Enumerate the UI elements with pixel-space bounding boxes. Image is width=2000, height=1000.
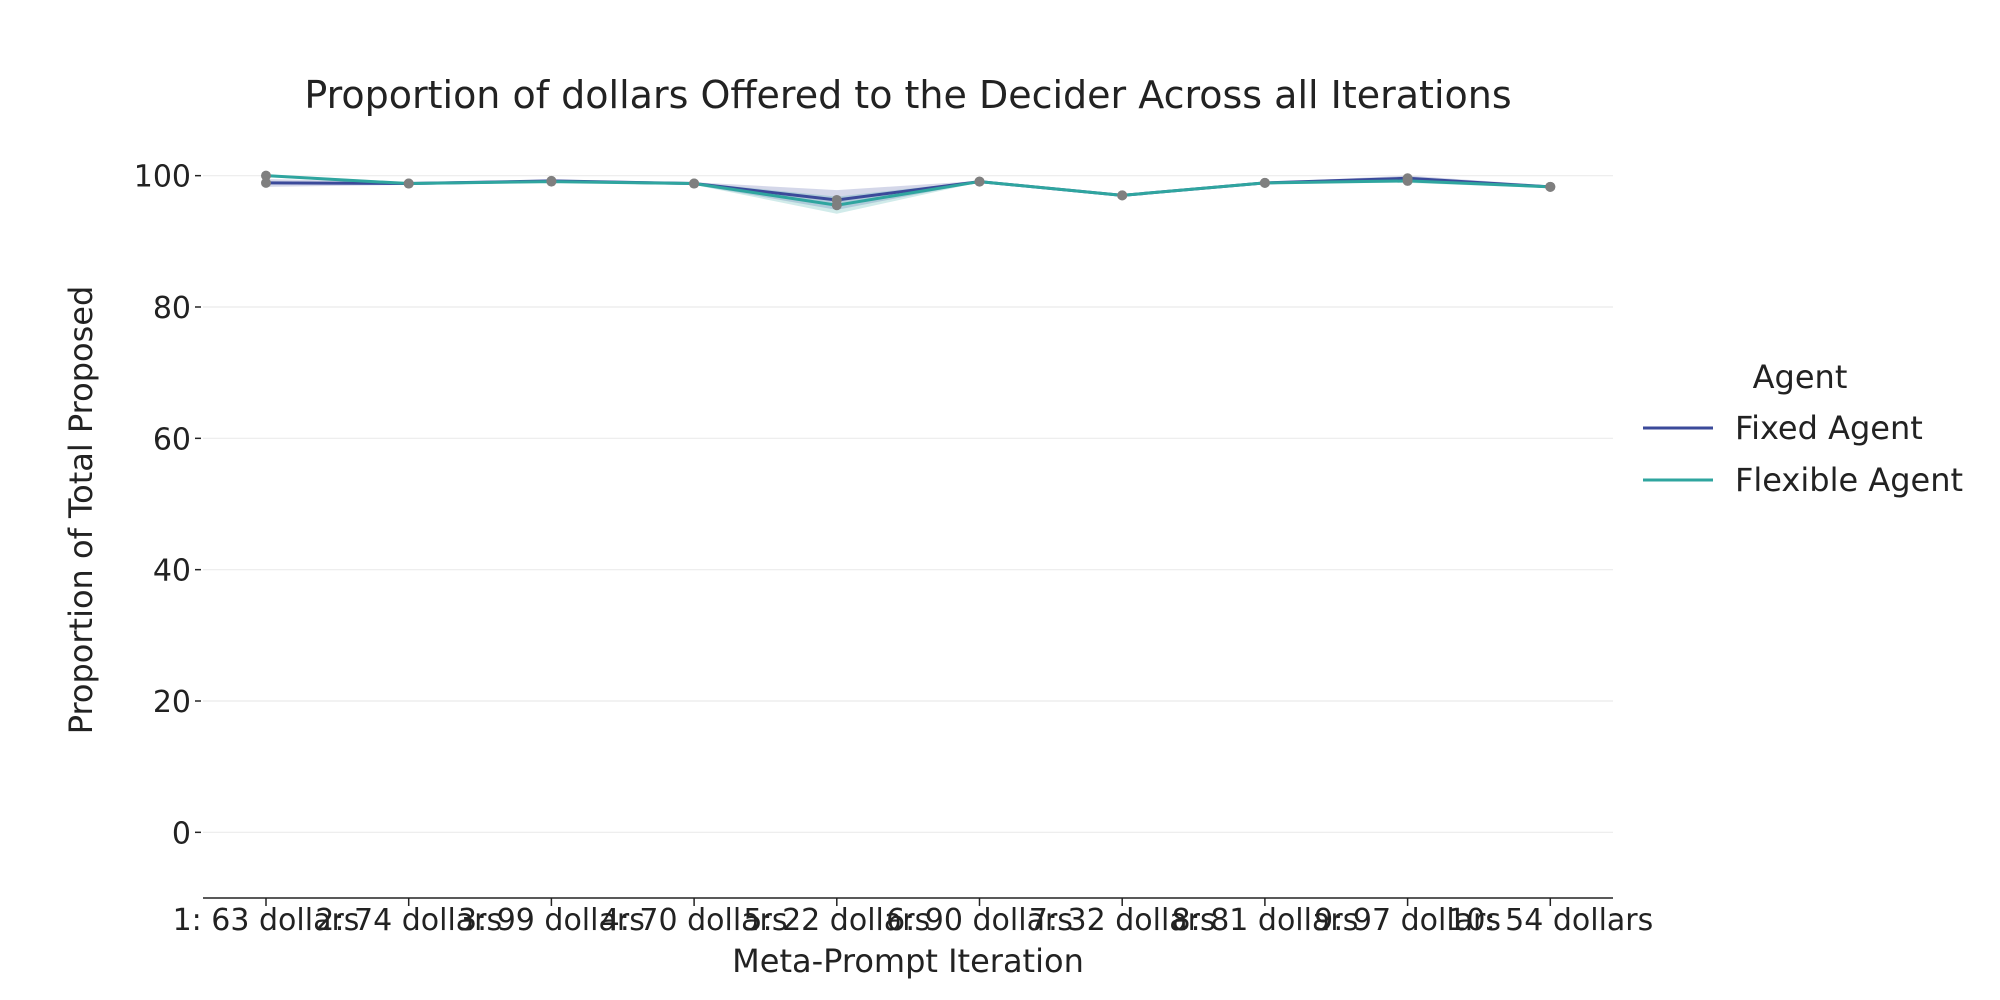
x-tick-label: 4: 70 dollars <box>601 903 788 938</box>
data-point <box>1402 175 1413 186</box>
x-tick-label: 9: 97 dollars <box>1314 903 1501 938</box>
y-tick-label: 60 <box>153 422 191 457</box>
y-tick-label: 80 <box>153 291 191 326</box>
legend-label: Flexible Agent <box>1735 461 1963 499</box>
data-point <box>546 176 557 187</box>
x-tick-label: 3: 99 dollars <box>458 903 645 938</box>
data-point <box>689 178 700 189</box>
y-tick-label: 20 <box>153 685 191 720</box>
x-tick-label: 5: 22 dollars <box>743 903 930 938</box>
data-point <box>1259 177 1270 188</box>
data-point <box>1545 181 1556 192</box>
series-line <box>265 174 1551 207</box>
y-axis-ticks: 0 20 40 60 80 100 <box>134 160 201 851</box>
x-tick-label: 6: 90 dollars <box>886 903 1073 938</box>
data-point <box>1117 190 1128 201</box>
data-point <box>831 200 842 211</box>
gridlines <box>203 175 1613 833</box>
chart-title: Proportion of dollars Offered to the Dec… <box>304 73 1511 117</box>
y-axis-label: Proportion of Total Proposed <box>62 286 100 735</box>
x-tick-label: 10: 54 dollars <box>1447 903 1653 938</box>
x-axis-label: Meta-Prompt Iteration <box>732 942 1084 980</box>
x-tick-label: 1: 63 dollars <box>173 903 360 938</box>
data-point <box>974 176 985 187</box>
y-tick-label: 0 <box>172 816 191 851</box>
data-points <box>261 170 1556 211</box>
data-point <box>261 170 271 181</box>
x-tick-label: 7: 32 dollars <box>1029 903 1216 938</box>
y-tick-label: 40 <box>153 554 191 589</box>
legend-label: Fixed Agent <box>1735 409 1923 447</box>
x-tick-label: 2: 74 dollars <box>315 903 502 938</box>
y-tick-label: 100 <box>134 160 191 195</box>
series-lines <box>265 174 1551 207</box>
legend: Agent Fixed Agent Flexible Agent <box>1643 358 1963 499</box>
legend-title: Agent <box>1753 358 1848 396</box>
x-tick-label: 8: 81 dollars <box>1171 903 1358 938</box>
data-point <box>261 177 271 188</box>
data-point <box>403 178 414 189</box>
